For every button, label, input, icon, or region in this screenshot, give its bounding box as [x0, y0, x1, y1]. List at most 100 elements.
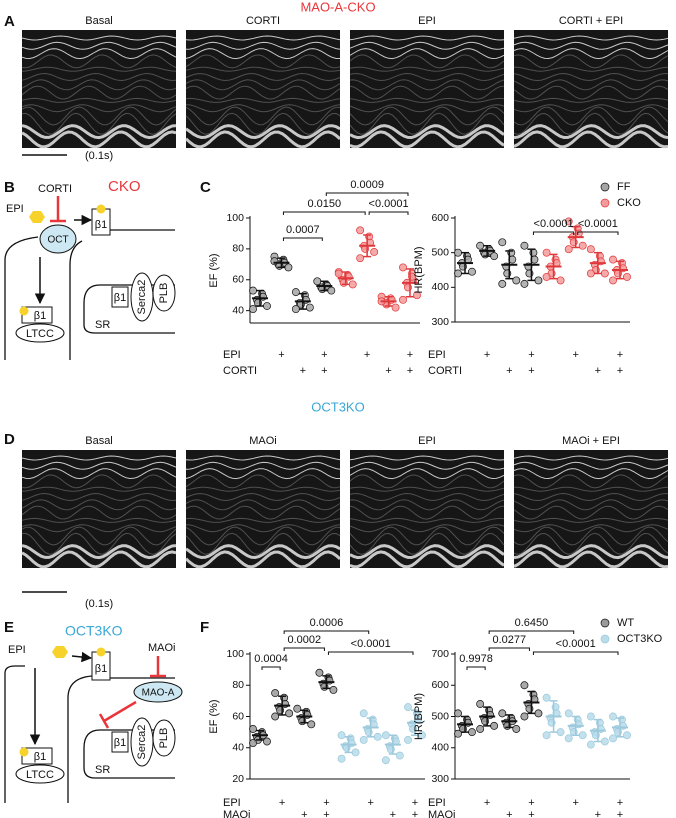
echo-texture [349, 455, 505, 461]
bracket [466, 666, 486, 670]
data-point [454, 269, 462, 278]
echo-texture [21, 41, 177, 50]
data-point [249, 286, 257, 295]
echo-texture [513, 48, 669, 60]
echo-texture [21, 130, 177, 149]
echo-texture [349, 85, 505, 100]
echo-texture [185, 54, 341, 69]
echo-texture [185, 72, 341, 82]
data-point [534, 276, 543, 285]
row-mark: + [407, 365, 413, 377]
echo-texture [513, 106, 669, 126]
echo-texture [349, 544, 505, 560]
echo-texture [349, 130, 505, 149]
y-tick-label: 60 [232, 710, 244, 722]
p-value: 0.6450 [515, 617, 549, 629]
echo-texture [513, 499, 669, 511]
echo-texture [349, 474, 505, 489]
echo-texture [185, 532, 341, 555]
data-point [454, 729, 462, 738]
label: SR [95, 319, 110, 331]
echo-texture [513, 505, 669, 520]
label: β1 [114, 737, 126, 749]
label: LTCC [26, 769, 54, 781]
data-point [498, 238, 507, 247]
image-label: MAOi + EPI [562, 435, 620, 447]
echo-texture [185, 35, 341, 41]
echo-texture [21, 517, 177, 523]
p-value: <0.0001 [556, 638, 596, 650]
echo-texture [185, 492, 341, 502]
data-point [327, 286, 336, 295]
p-value: 0.0002 [287, 634, 321, 646]
echo-texture [185, 85, 341, 100]
row-label: MAOi [428, 809, 456, 818]
echo-texture [21, 468, 177, 480]
data-point [609, 276, 617, 285]
echo-texture [21, 54, 177, 69]
legend-marker [600, 618, 610, 628]
data-point [534, 709, 543, 718]
image-label: MAOi [249, 435, 277, 447]
data-point [520, 681, 529, 690]
data-point [413, 291, 421, 300]
row-mark: + [528, 349, 534, 361]
panel-label: B [4, 179, 15, 196]
y-tick-label: 400 [431, 281, 449, 293]
data-point [329, 685, 338, 694]
data-point [609, 734, 617, 743]
data-point [271, 712, 280, 721]
row-mark: + [617, 365, 623, 377]
data-point [249, 739, 257, 748]
data-point [564, 734, 573, 743]
echo-texture [21, 455, 177, 461]
y-tick-label: 600 [431, 679, 449, 691]
data-point [476, 700, 485, 708]
y-tick-label: 40 [232, 742, 244, 754]
echo-texture [349, 106, 505, 126]
echo-texture [21, 72, 177, 82]
echo-texture [184, 130, 341, 149]
echo-texture [349, 35, 505, 41]
y-tick-label: 60 [232, 274, 244, 286]
y-axis-label: HR(BPM) [413, 693, 425, 740]
data-point [520, 241, 529, 250]
y-tick-label: 600 [431, 212, 449, 224]
echo-texture [185, 97, 341, 103]
p-value: 0.0006 [310, 617, 344, 629]
label: LTCC [26, 328, 54, 340]
data-point [370, 248, 379, 256]
bracket [283, 630, 370, 634]
row-mark: + [321, 365, 327, 377]
echo-texture [349, 492, 505, 502]
echo-texture [349, 550, 505, 569]
legend-label: OCT3KO [617, 633, 663, 645]
data-point [468, 267, 476, 276]
label: CKO [108, 178, 141, 195]
row-mark: + [484, 349, 490, 361]
row-mark: + [528, 797, 534, 809]
data-point [490, 252, 499, 261]
echo-texture [513, 112, 669, 135]
data-point [556, 728, 565, 737]
echo-texture [513, 35, 669, 41]
data-point [291, 305, 300, 314]
bracket [327, 651, 414, 655]
p-value: <0.0001 [351, 638, 391, 650]
data-point [609, 712, 617, 721]
row-label: EPI [223, 349, 241, 361]
row-label: CORTI [223, 365, 257, 377]
row-label: CORTI [428, 365, 462, 377]
echo-texture [21, 499, 177, 511]
data-point [454, 709, 462, 718]
y-tick-label: 700 [431, 648, 449, 660]
label: PLB [158, 728, 170, 749]
row-label: MAOi [223, 809, 251, 818]
bracket [283, 647, 325, 651]
echo-texture [513, 517, 669, 523]
echo-texture [185, 468, 340, 480]
row-mark: + [412, 797, 418, 809]
legend-label: FF [617, 181, 631, 193]
data-point [285, 709, 294, 718]
bracket [532, 231, 575, 235]
